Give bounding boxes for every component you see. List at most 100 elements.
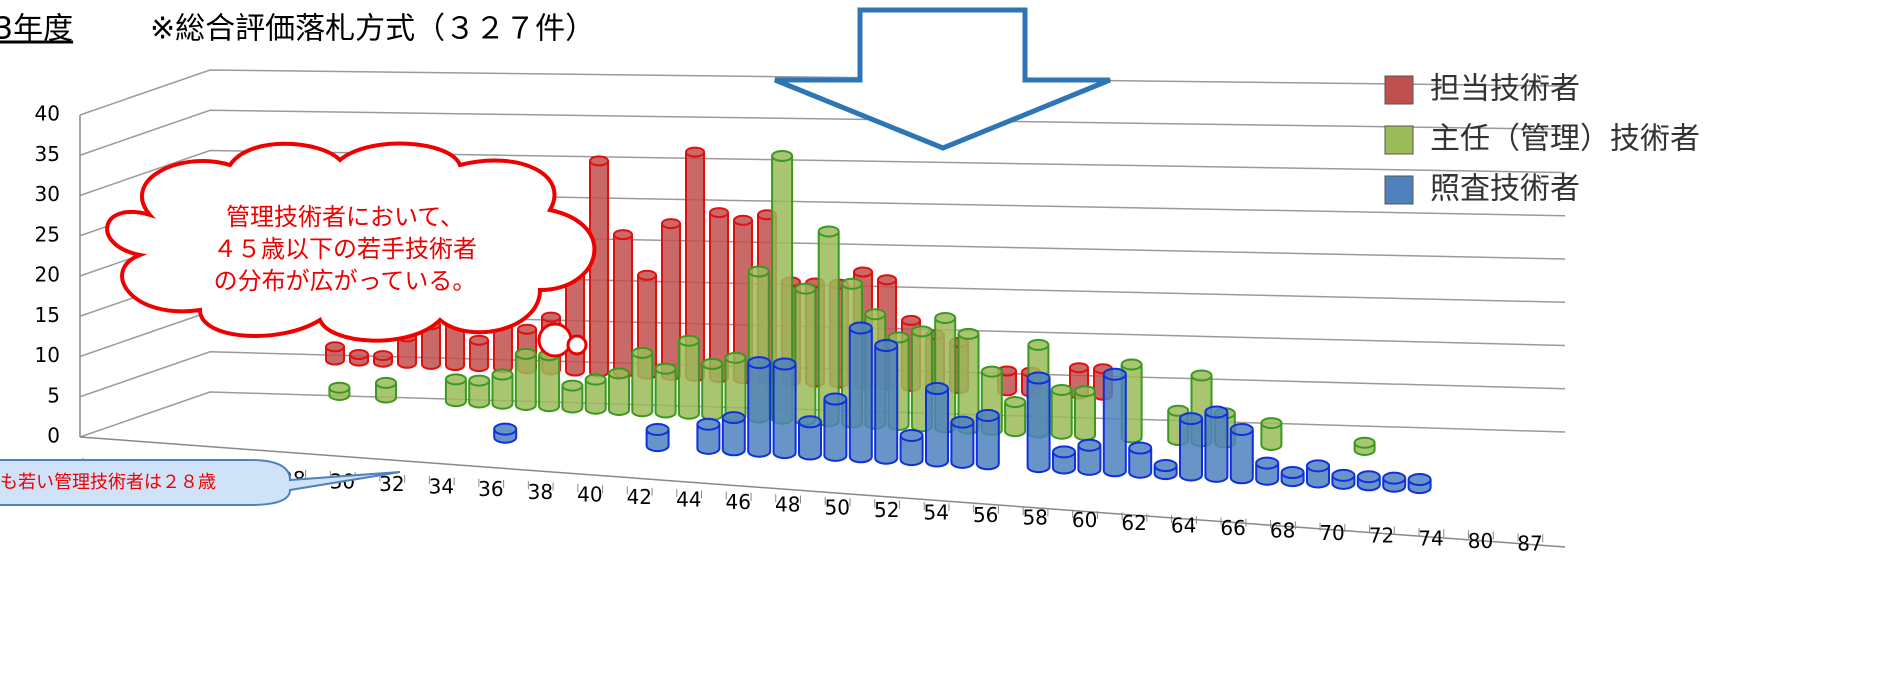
plot bbox=[325, 146, 1432, 495]
bar bbox=[468, 374, 491, 409]
bar bbox=[325, 341, 346, 366]
annotation: 管理技術者において、 bbox=[226, 203, 464, 231]
axis-line bbox=[79, 436, 1566, 548]
bar bbox=[975, 409, 1000, 471]
bar bbox=[631, 346, 654, 418]
y-tick-label: 25 bbox=[35, 222, 60, 246]
bar bbox=[661, 218, 682, 381]
bar bbox=[1004, 396, 1027, 438]
bar bbox=[1331, 468, 1356, 490]
bar bbox=[1204, 405, 1229, 483]
legend-swatch bbox=[1384, 175, 1414, 205]
legend-label: 照査技術者 bbox=[1430, 172, 1580, 207]
bar bbox=[724, 351, 747, 423]
x-tick-label: 34 bbox=[429, 475, 454, 499]
legend-label: 担当技術者 bbox=[1430, 72, 1580, 107]
bar bbox=[1077, 438, 1102, 476]
x-tick-label: 87 bbox=[1517, 532, 1542, 556]
x-tick-label: 48 bbox=[775, 493, 800, 517]
bar bbox=[1260, 417, 1283, 451]
x-tick-label: 44 bbox=[676, 488, 701, 512]
legend-label: 主任（管理）技術者 bbox=[1430, 122, 1700, 157]
y-tick-label: 30 bbox=[35, 182, 60, 206]
bar bbox=[794, 282, 817, 426]
x-tick-label: 70 bbox=[1319, 521, 1344, 545]
cloud-callout bbox=[105, 141, 597, 343]
chart-subtitle: ※総合評価落札方式（３２７件） bbox=[150, 12, 595, 47]
grid-line bbox=[79, 149, 1566, 197]
bar bbox=[1074, 385, 1097, 441]
x-tick-label: 64 bbox=[1171, 513, 1196, 537]
bar bbox=[328, 381, 351, 401]
x-tick-label: 74 bbox=[1418, 526, 1443, 550]
bar bbox=[874, 339, 899, 465]
x-tick-label: 52 bbox=[874, 498, 899, 522]
legend-swatch bbox=[1384, 125, 1414, 155]
x-tick-label: 42 bbox=[627, 485, 652, 509]
bar bbox=[925, 382, 950, 468]
bar bbox=[349, 349, 370, 367]
annotation: も若い管理技術者は２８歳 bbox=[0, 472, 216, 493]
bar bbox=[373, 350, 394, 368]
x-tick-label: 60 bbox=[1072, 508, 1097, 532]
bar bbox=[1356, 470, 1381, 492]
bar bbox=[747, 356, 772, 458]
bar bbox=[721, 411, 746, 457]
bar bbox=[1128, 441, 1153, 479]
bar bbox=[1280, 466, 1305, 488]
bar bbox=[798, 415, 823, 461]
arrow bbox=[774, 7, 1111, 151]
x-tick-label: 58 bbox=[1022, 506, 1047, 530]
bar bbox=[654, 362, 677, 419]
bar bbox=[1255, 456, 1280, 486]
bar bbox=[1382, 471, 1407, 493]
y-tick-label: 40 bbox=[35, 102, 60, 126]
bar bbox=[1179, 412, 1204, 482]
y-tick-label: 10 bbox=[35, 343, 60, 367]
bar bbox=[1050, 383, 1073, 440]
x-tick-label: 72 bbox=[1369, 524, 1394, 548]
bar bbox=[1026, 371, 1051, 474]
bar bbox=[589, 155, 610, 378]
x-tick-label: 50 bbox=[825, 495, 850, 519]
x-tick-label: 54 bbox=[923, 500, 948, 524]
y-tick-label: 5 bbox=[47, 383, 60, 407]
bar bbox=[685, 146, 706, 382]
y-tick-label: 20 bbox=[35, 263, 60, 287]
x-tick-label: 80 bbox=[1468, 529, 1493, 553]
x-tick-label: 40 bbox=[577, 482, 602, 506]
annotation: ４５歳以下の若手技術者 bbox=[213, 235, 477, 263]
bar bbox=[848, 321, 873, 464]
bar bbox=[491, 368, 514, 410]
bar bbox=[677, 334, 700, 420]
bar bbox=[561, 379, 584, 414]
bar bbox=[608, 367, 631, 416]
bar bbox=[1229, 423, 1254, 485]
grid-line bbox=[79, 109, 1566, 156]
bar bbox=[957, 327, 980, 435]
bar bbox=[950, 415, 975, 469]
bar bbox=[469, 334, 490, 373]
x-tick-label: 66 bbox=[1220, 516, 1245, 540]
bar bbox=[701, 357, 724, 421]
bar bbox=[538, 349, 561, 413]
bar bbox=[696, 417, 721, 455]
bar bbox=[584, 373, 607, 415]
cloud-dot bbox=[537, 322, 573, 358]
callout bbox=[0, 459, 401, 506]
bar bbox=[823, 392, 848, 462]
cloud-dot bbox=[566, 334, 588, 356]
bar bbox=[375, 376, 398, 404]
y-tick-label: 35 bbox=[35, 142, 60, 166]
chart-title: 3年度 bbox=[0, 12, 73, 47]
bar bbox=[772, 357, 797, 460]
bar bbox=[444, 373, 467, 408]
annotation: の分布が広がっている。 bbox=[214, 267, 477, 295]
x-tick-label: 68 bbox=[1270, 519, 1295, 543]
legend-swatch bbox=[1384, 75, 1414, 105]
bar bbox=[613, 229, 634, 379]
bar bbox=[1353, 436, 1376, 456]
bar bbox=[1102, 367, 1127, 478]
